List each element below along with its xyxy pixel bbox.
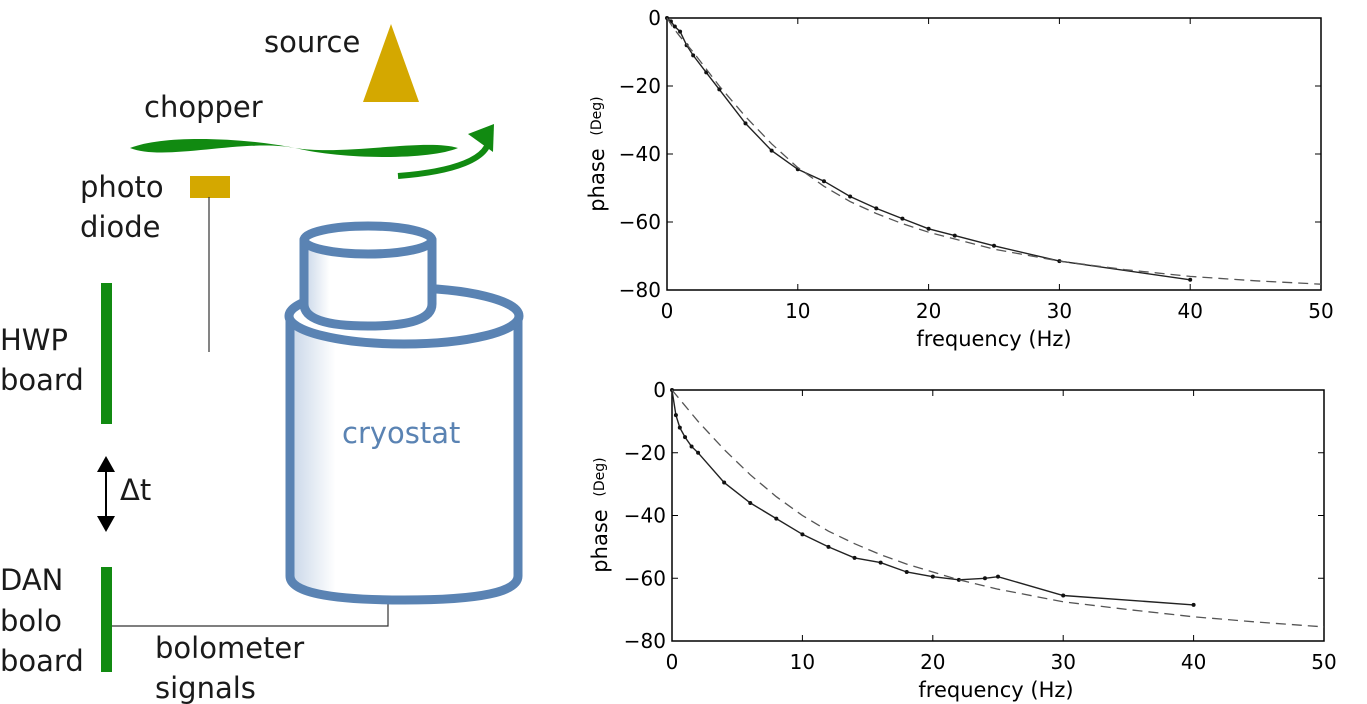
measured-point <box>717 87 722 92</box>
measured-point <box>678 29 683 34</box>
dan-bolo-board <box>101 567 112 672</box>
hwp-board <box>101 283 112 424</box>
measured-point <box>952 233 957 238</box>
bolometer-label-2: signals <box>155 671 256 704</box>
tick-group: 0 10 20 30 40 50 0 −20 −40 −60 −80 <box>624 378 1337 674</box>
x-tick-label: 30 <box>1047 299 1072 323</box>
y-tick-label: −60 <box>624 566 666 590</box>
y-axis-unit: (Deg) <box>589 96 605 135</box>
measured-point <box>672 24 677 29</box>
measured-point <box>722 480 727 485</box>
bolometer-label-1: bolometer <box>155 631 304 665</box>
photo-label-1: photo <box>80 170 164 204</box>
measured-point <box>683 435 688 440</box>
x-tick-label: 20 <box>916 299 941 323</box>
cryostat: cryostat <box>284 221 524 605</box>
measured-curve-line <box>666 17 1191 281</box>
tick-group: 0 10 20 30 40 50 0 −20 −40 −60 −80 <box>619 6 1334 323</box>
y-tick-label: −20 <box>624 441 666 465</box>
source-triangle <box>363 24 419 102</box>
measured-point <box>1191 602 1196 607</box>
phase-chart-top: 0 10 20 30 40 500−20−40−60−80 frequency (Hz) … <box>585 6 1334 351</box>
y-tick-label: −60 <box>619 210 661 234</box>
y-tick-label: 0 <box>653 378 666 402</box>
bolometer-wire <box>112 600 389 627</box>
series-group <box>665 16 1322 285</box>
x-tick-label: 50 <box>1311 650 1336 674</box>
measured-point <box>900 216 905 221</box>
measured-point <box>826 544 831 549</box>
chopper-label: chopper <box>144 90 263 124</box>
measured-point <box>982 576 987 581</box>
measured-point <box>696 450 701 455</box>
x-tick-label: 30 <box>1050 650 1075 674</box>
dan-label-2: bolo <box>0 604 62 638</box>
x-tick-label: 10 <box>785 299 810 323</box>
model-curve-line <box>666 17 1322 285</box>
double-arrow-icon <box>97 456 115 532</box>
measured-point <box>926 226 931 231</box>
dan-label-3: board <box>0 644 84 678</box>
measured-point <box>689 444 694 449</box>
measured-point <box>673 413 678 418</box>
x-tick-label: 50 <box>1308 299 1333 323</box>
series-group <box>670 388 1325 628</box>
delta-t-label: Δt <box>120 473 151 507</box>
phase-chart-bottom: 0 10 20 30 40 500−20−40−60−80 frequency (Hz) … <box>588 378 1337 702</box>
x-tick-label: 10 <box>790 650 815 674</box>
y-axis-unit: (Deg) <box>592 457 608 496</box>
y-tick-label: −40 <box>624 504 666 528</box>
measured-point <box>930 574 935 579</box>
y-tick-label: −40 <box>619 142 661 166</box>
measured-point <box>748 500 753 505</box>
measured-point <box>852 555 857 560</box>
x-tick-label: 0 <box>666 650 679 674</box>
hwp-label-1: HWP <box>0 323 68 357</box>
y-axis-label: phase <box>588 509 612 572</box>
measured-point <box>691 53 696 58</box>
y-tick-label: 0 <box>648 6 661 30</box>
measured-point <box>769 148 774 153</box>
x-tick-label: 20 <box>920 650 945 674</box>
y-tick-label: −20 <box>619 74 661 98</box>
rotation-arrow-icon <box>397 124 494 179</box>
x-tick-label: 0 <box>661 299 674 323</box>
measured-point <box>878 560 883 565</box>
measured-point <box>996 574 1000 579</box>
measured-point <box>992 243 996 248</box>
measured-point <box>904 569 909 574</box>
y-axis-label: phase <box>585 148 609 211</box>
dan-label-1: DAN <box>0 563 63 597</box>
measured-point <box>821 179 826 184</box>
measured-point <box>743 121 748 126</box>
photo-label-2: diode <box>80 210 160 244</box>
measured-point <box>1061 593 1066 598</box>
source-label: source <box>264 25 360 59</box>
measured-point <box>800 532 805 537</box>
photodiode <box>190 176 230 198</box>
chopper-blade <box>130 138 458 157</box>
hwp-label-2: board <box>0 363 84 397</box>
measured-point <box>848 194 853 199</box>
measured-point <box>956 577 961 582</box>
cryostat-label: cryostat <box>342 416 460 450</box>
plot-frame <box>666 17 1322 291</box>
measured-point <box>1188 277 1193 282</box>
measured-point <box>774 516 779 521</box>
measured-point <box>874 206 879 211</box>
x-tick-label: 40 <box>1181 650 1206 674</box>
model-curve-line <box>671 389 1325 628</box>
x-axis-label: frequency (Hz) <box>916 327 1071 351</box>
x-tick-label: 40 <box>1177 299 1202 323</box>
x-axis-label: frequency (Hz) <box>918 678 1073 702</box>
y-tick-label: −80 <box>624 629 666 653</box>
setup-diagram: source chopper photo diode HWP board Δt … <box>0 24 524 704</box>
y-tick-label: −80 <box>619 278 661 302</box>
measured-point <box>677 425 682 430</box>
